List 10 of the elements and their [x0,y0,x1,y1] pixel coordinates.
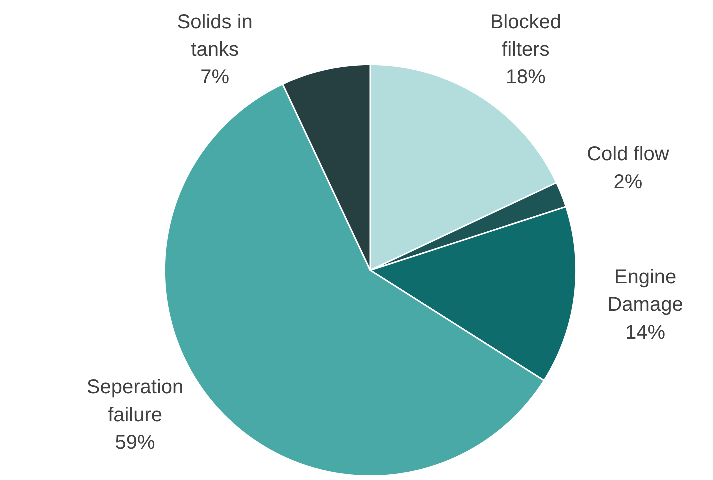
slice-label: Blocked filters [490,11,562,61]
data-label: 2% [614,171,643,194]
slice-label: Solids in tanks [177,11,253,61]
data-label: 18% [506,66,546,89]
slice-label: Seperation failure [86,376,184,426]
slice-label: Engine Damage [608,266,684,316]
slice-label: Cold flow [587,144,670,166]
data-label: 14% [626,322,666,344]
data-label: 59% [115,432,156,454]
data-label: 7% [200,66,230,89]
